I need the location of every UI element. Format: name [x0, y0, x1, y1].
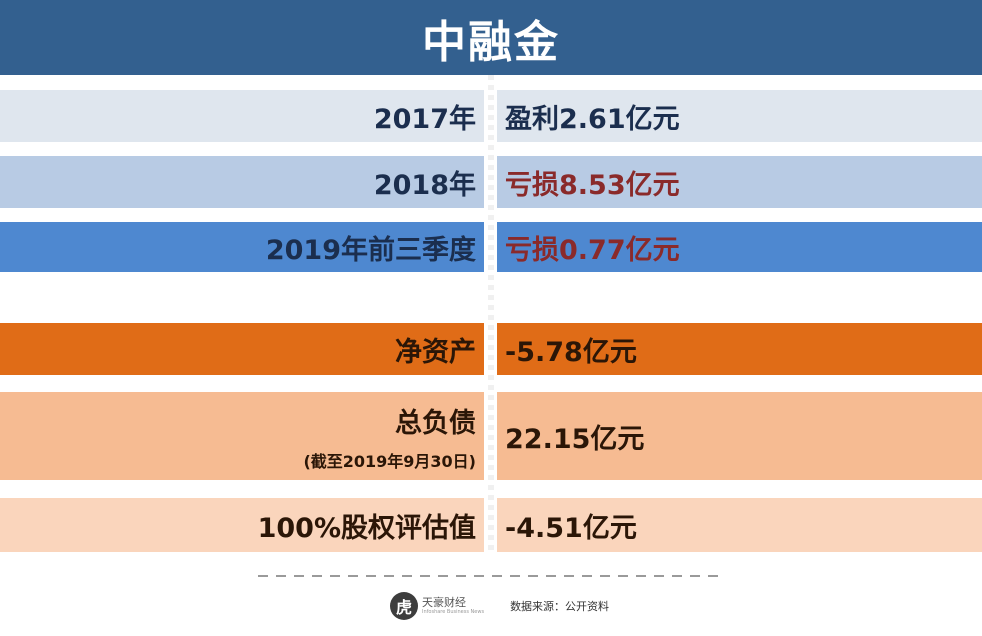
row-label-2017: 2017年 — [0, 90, 484, 142]
row-value-2019q3: 亏损0.77亿元 — [497, 222, 982, 272]
brand-logo-icon: 虎 — [390, 592, 418, 620]
brand-logo-text: 天豪财经 Infoshare Business News — [422, 595, 485, 616]
row-value-net-assets: -5.78亿元 — [497, 323, 982, 375]
row-label-total-liabilities-cell: 总负债 (截至2019年9月30日) — [0, 392, 484, 480]
footer: 虎 天豪财经 Infoshare Business News 数据来源：公开资料 — [390, 588, 609, 624]
row-value-2018: 亏损8.53亿元 — [497, 156, 982, 208]
row-value-equity-valuation: -4.51亿元 — [497, 498, 982, 552]
footer-divider — [258, 575, 725, 577]
brand-name: 天豪财经 — [422, 595, 466, 609]
row-value-total-liabilities: 22.15亿元 — [497, 392, 982, 480]
row-value-2017: 盈利2.61亿元 — [497, 90, 982, 142]
title-banner: 中融金 — [0, 0, 982, 75]
row-label-equity-valuation: 100%股权评估值 — [0, 498, 484, 552]
row-note-date: (截至2019年9月30日) — [303, 451, 476, 471]
row-label-2019q3: 2019年前三季度 — [0, 222, 484, 272]
data-source-text: 数据来源：公开资料 — [510, 600, 610, 613]
row-label-2018: 2018年 — [0, 156, 484, 208]
row-label-total-liabilities: 总负债 — [395, 407, 476, 439]
page-title: 中融金 — [422, 16, 560, 68]
brand-subtitle: Infoshare Business News — [422, 608, 485, 615]
row-label-net-assets: 净资产 — [0, 323, 484, 375]
column-divider — [488, 75, 494, 555]
